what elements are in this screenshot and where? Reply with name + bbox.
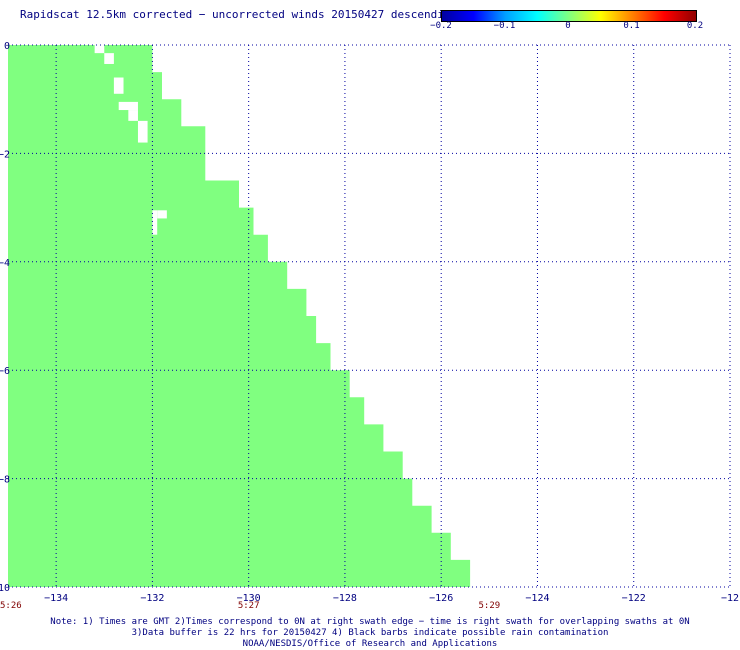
missing-data-cell	[94, 45, 105, 54]
lat-tick-label: −2	[0, 149, 10, 160]
color-scale-tick-label: 0.2	[686, 21, 704, 31]
lon-tick-label: −124	[525, 593, 549, 604]
missing-data-cell	[113, 77, 124, 94]
data-fill-layer	[8, 45, 490, 587]
grid-layer	[8, 44, 731, 588]
lon-tick-label: −122	[622, 593, 646, 604]
lon-tick-label: −128	[333, 593, 357, 604]
swath-time-label: 5:27	[238, 601, 260, 610]
lon-tick-label: −130	[237, 593, 261, 604]
lat-tick-label: −6	[0, 366, 10, 377]
lat-tick-label: 0	[4, 41, 10, 52]
lon-tick-label: −12	[721, 593, 739, 604]
lon-tick-label: −132	[140, 593, 164, 604]
missing-data-cell	[157, 210, 167, 219]
swath-time-label: 5:26	[0, 601, 22, 610]
data-gap-layer	[94, 45, 167, 235]
lon-tick-label: −134	[44, 593, 68, 604]
missing-data-cell	[128, 110, 138, 121]
lat-tick-label: −8	[0, 475, 10, 486]
footnote-line-1: Note: 1) Times are GMT 2)Times correspon…	[50, 617, 690, 627]
swath-time-label: 5:29	[478, 601, 500, 610]
color-scale-tick-label: −0.2	[430, 21, 452, 31]
color-scale-tick-label: 0	[565, 21, 571, 31]
lat-tick-label: −10	[0, 583, 10, 594]
missing-data-cell	[152, 210, 158, 235]
color-scale-tick-label: 0.1	[623, 21, 640, 31]
wind-difference-map: −134 −132 −130 −128 −126 −124 −122 −12 0 −2 −4 −6 −8…	[0, 41, 739, 610]
lon-tick-label: −126	[429, 593, 453, 604]
chart-title: Rapidscat 12.5km corrected − uncorrected…	[20, 8, 458, 21]
footnote-line-2: 3)Data buffer is 22 hrs for 20150427 4) …	[131, 628, 609, 638]
axis-label-layer: −134 −132 −130 −128 −126 −124 −122 −12 0 −2 −4 −6 −8…	[0, 41, 739, 610]
color-scale-bar	[441, 10, 697, 22]
missing-data-cell	[118, 101, 138, 111]
missing-data-cell	[104, 53, 114, 64]
swath-fill-region	[8, 45, 490, 587]
missing-data-cell	[137, 120, 148, 143]
footnote-credit: NOAA/NESDIS/Office of Research and Appli…	[242, 639, 498, 649]
color-scale-tick-label: −0.1	[493, 21, 516, 31]
lat-tick-label: −4	[0, 258, 10, 269]
